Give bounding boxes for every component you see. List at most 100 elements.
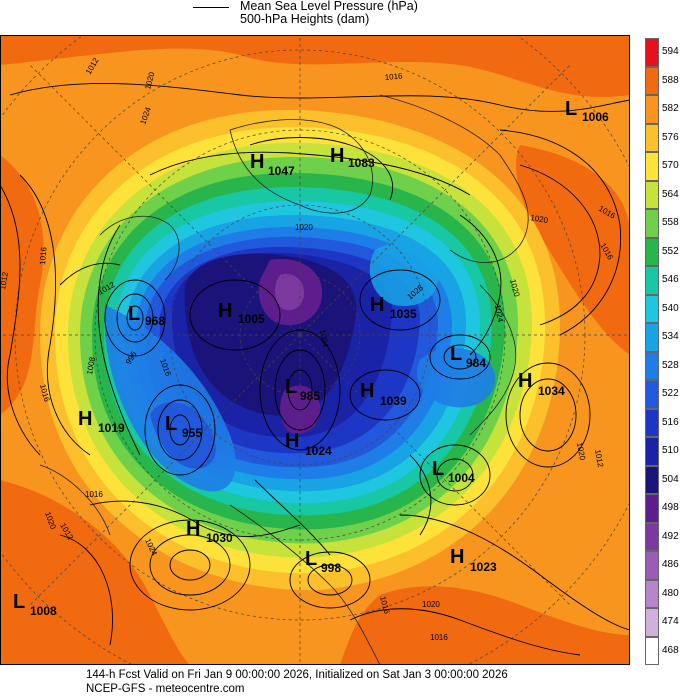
colorbar-label: 534: [662, 331, 679, 343]
system-value: 984: [466, 356, 486, 370]
isobar-label: 1020: [295, 223, 313, 232]
system-value: 1039: [380, 394, 407, 408]
high-1083: H 1083: [330, 145, 375, 170]
high-1039: H 1039: [360, 380, 407, 408]
system-letter: H: [518, 370, 532, 392]
isobar-label: 1016: [85, 490, 103, 499]
isobar-label: 1004: [318, 329, 330, 349]
system-value: 955: [182, 426, 202, 440]
colorbar-label: 498: [662, 502, 679, 514]
pressure-line-sample: [193, 7, 229, 8]
system-value: 1004: [448, 471, 475, 485]
pressure-systems: H 1047 H 1083 L 1006 L 968 H 1005 H 1035 L 984 …: [13, 98, 609, 618]
colorbar-label: 522: [662, 388, 679, 400]
system-value: 1035: [390, 307, 417, 321]
isobar-label: 1024: [493, 304, 505, 324]
coastlines: [39, 94, 529, 665]
system-value: 998: [321, 561, 341, 575]
system-letter: H: [186, 518, 200, 540]
isobar-label: 1012: [593, 449, 605, 469]
high-1047: H 1047: [250, 151, 295, 178]
high-1024: H 1024: [285, 430, 332, 458]
colorbar-swatch: [645, 237, 659, 266]
high-1019: H 1019: [78, 408, 125, 435]
pressure-legend-label: Mean Sea Level Pressure (hPa): [240, 0, 418, 13]
colorbar-swatch: [645, 123, 659, 152]
low-955: L 955: [165, 413, 202, 440]
colorbar-label: 588: [662, 74, 679, 86]
system-value: 985: [300, 389, 320, 403]
low-1008: L 1008: [13, 591, 57, 618]
system-letter: L: [13, 591, 25, 613]
low-998: L 998: [305, 548, 341, 575]
isobar-label: 1020: [575, 442, 587, 462]
colorbar-swatch: [645, 66, 659, 95]
colorbar-swatch: [645, 636, 659, 665]
colorbar-swatch: [645, 180, 659, 209]
colorbar-swatch: [645, 266, 659, 295]
high-1035: H 1035: [370, 294, 417, 321]
system-letter: L: [128, 303, 140, 325]
colorbar-swatch: [645, 437, 659, 466]
map-canvas: 1012 1020 1016 1024 1016 1012 1020 1016 …: [0, 35, 630, 665]
colorbar-swatch: [645, 579, 659, 608]
system-value: 1083: [348, 156, 375, 170]
heights-legend-label: 500-hPa Heights (dam): [240, 12, 370, 26]
isobar-label: 1016: [38, 246, 49, 265]
system-letter: L: [305, 548, 317, 570]
colorbar-label: 576: [662, 131, 679, 143]
system-letter: H: [360, 380, 374, 402]
colorbar-label: 564: [662, 188, 679, 200]
system-value: 1008: [30, 604, 57, 618]
colorbar-swatch: [645, 494, 659, 523]
high-1005: H 1005: [218, 300, 265, 326]
low-985: L 985: [285, 376, 320, 403]
isobars: [0, 83, 630, 656]
low-1006: L 1006: [565, 98, 609, 124]
high-1023: H 1023: [450, 546, 497, 574]
system-letter: L: [432, 458, 444, 480]
colorbar-swatch: [645, 38, 659, 67]
colorbar-label: 510: [662, 445, 679, 457]
low-1004: L 1004: [432, 458, 475, 485]
height-fill-588-north: [0, 35, 630, 98]
isobar-label: 1016: [430, 633, 448, 642]
weather-map: 1012 1020 1016 1024 1016 1012 1020 1016 …: [0, 35, 630, 665]
system-letter: H: [285, 430, 299, 452]
colorbar-label: 480: [662, 587, 679, 599]
height-fill-492: [274, 273, 304, 311]
system-value: 1019: [98, 421, 125, 435]
system-value: 1006: [582, 110, 609, 124]
system-letter: L: [565, 98, 577, 120]
colorbar-swatch: [645, 465, 659, 494]
height-fill-588-southwest: [0, 480, 190, 665]
system-value: 1005: [238, 312, 265, 326]
system-value: 1030: [206, 531, 233, 545]
isobar-label: 1020: [422, 600, 440, 609]
map-frame: [0, 35, 630, 665]
system-value: 1023: [470, 560, 497, 574]
isobar-label: 1008: [85, 356, 97, 376]
system-letter: H: [78, 408, 92, 430]
height-fill-pacific-low: [416, 348, 496, 408]
high-1034: H 1034: [518, 370, 565, 398]
colorbar-swatch: [645, 152, 659, 181]
high-1030: H 1030: [186, 518, 233, 545]
legend-header: Mean Sea Level Pressure (hPa) 500-hPa He…: [0, 0, 681, 34]
colorbar-label: 582: [662, 103, 679, 115]
colorbar-label: 552: [662, 245, 679, 257]
height-fill-588-east: [516, 145, 630, 355]
colorbar-label: 540: [662, 302, 679, 314]
colorbar-label: 594: [662, 46, 679, 58]
colorbar-label: 486: [662, 559, 679, 571]
system-letter: H: [250, 151, 264, 173]
colorbar-label: 528: [662, 359, 679, 371]
colorbar-label: 546: [662, 274, 679, 286]
colorbar-swatch: [645, 294, 659, 323]
system-letter: H: [330, 145, 344, 167]
system-value: 968: [145, 314, 165, 328]
system-letter: L: [165, 413, 177, 435]
colorbar-swatch: [645, 95, 659, 124]
colorbar-swatch: [645, 551, 659, 580]
colorbar-swatch: [645, 380, 659, 409]
